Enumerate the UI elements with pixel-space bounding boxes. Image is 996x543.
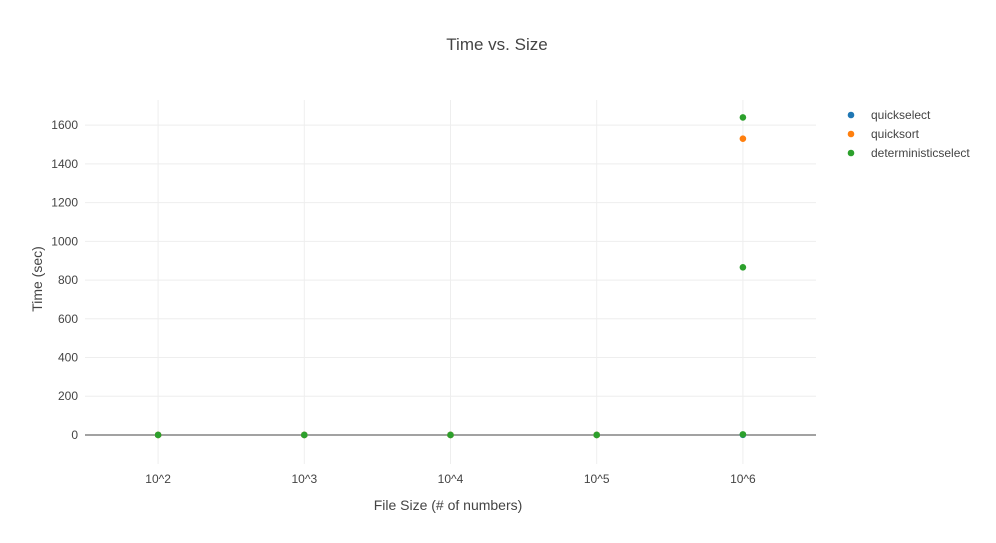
y-tick-label: 600	[58, 312, 78, 326]
legend-marker	[847, 149, 855, 157]
legend-item-quicksort[interactable]: quicksort	[847, 127, 920, 141]
y-tick-label: 1400	[51, 157, 78, 171]
data-point-deterministicselect[interactable]	[593, 431, 600, 439]
x-tick-label: 10^6	[730, 472, 756, 486]
legend-label: quicksort	[871, 127, 920, 141]
data-point-deterministicselect[interactable]	[447, 431, 454, 439]
legend-item-deterministicselect[interactable]: deterministicselect	[847, 146, 971, 160]
y-axis-label: Time (sec)	[29, 246, 45, 312]
x-tick-label: 10^2	[145, 472, 171, 486]
legend-marker	[847, 130, 855, 138]
x-tick-label: 10^3	[291, 472, 317, 486]
y-tick-label: 1000	[51, 234, 78, 248]
data-points	[154, 114, 747, 439]
y-tick-label: 1200	[51, 196, 78, 210]
y-tick-label: 400	[58, 351, 78, 365]
data-point-deterministicselect[interactable]	[301, 431, 308, 439]
y-tick-label: 200	[58, 389, 78, 403]
data-point-quicksort[interactable]	[739, 135, 747, 143]
x-tick-label: 10^4	[438, 472, 464, 486]
legend-label: deterministicselect	[871, 146, 970, 160]
legend-marker	[847, 111, 855, 119]
grid-lines	[85, 100, 816, 464]
legend-label: quickselect	[871, 108, 931, 122]
y-tick-label: 0	[71, 428, 78, 442]
x-axis-label: File Size (# of numbers)	[374, 497, 523, 513]
y-tick-label: 1600	[51, 118, 78, 132]
legend[interactable]: quickselect quicksort deterministicselect	[847, 108, 971, 160]
data-point-deterministicselect[interactable]	[739, 431, 747, 438]
y-tick-label: 800	[58, 273, 78, 287]
chart-title: Time vs. Size	[446, 35, 547, 54]
data-point-deterministicselect[interactable]	[739, 114, 747, 121]
data-point-deterministicselect[interactable]	[739, 263, 747, 271]
x-tick-label: 10^5	[584, 472, 610, 486]
data-point-deterministicselect[interactable]	[154, 431, 162, 439]
axes: 0 200 400 600 800 1000 1200 1400 1600 10^2 10^3 10^…	[51, 118, 816, 486]
legend-item-quickselect[interactable]: quickselect	[847, 108, 931, 122]
